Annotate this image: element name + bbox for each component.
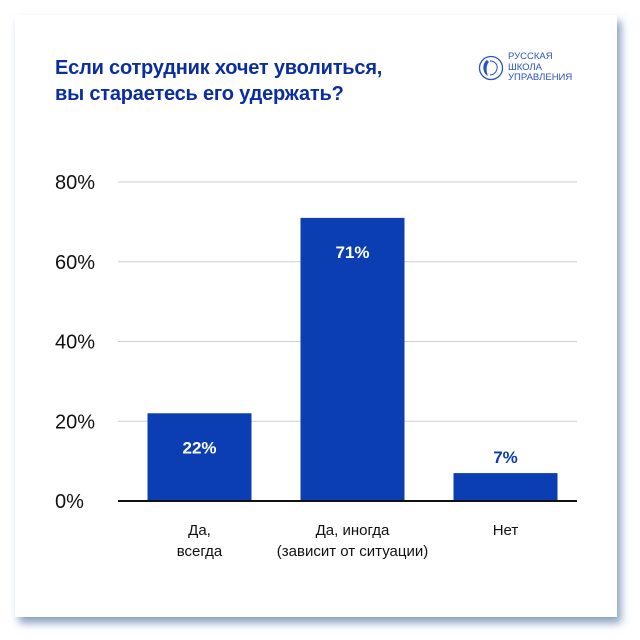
x-tick-label: Да, иногда: [316, 522, 390, 539]
title-line-1: Если сотрудник хочет уволиться,: [55, 57, 383, 79]
data-label: 22%: [182, 438, 216, 457]
y-tick-label: 0%: [55, 491, 84, 513]
x-tick-label: Да,: [188, 522, 211, 539]
logo-line-1: РУССКАЯ: [508, 51, 553, 62]
y-tick-label: 20%: [55, 411, 95, 433]
x-tick-label: Нет: [493, 522, 519, 539]
data-label: 71%: [335, 243, 369, 262]
y-tick-label: 40%: [55, 332, 95, 354]
x-tick-label: всегда: [177, 543, 223, 560]
logo: РУССКАЯ ШКОЛА УПРАВЛЕНИЯ: [478, 51, 573, 84]
y-tick-label: 80%: [55, 172, 95, 194]
logo-line-3: УПРАВЛЕНИЯ: [508, 72, 573, 83]
y-tick-label: 60%: [55, 252, 95, 274]
bar: [453, 473, 558, 501]
globe-head-icon: [478, 55, 504, 80]
title-line-2: вы стараетесь его удержать?: [55, 83, 344, 105]
chart-title: Если сотрудник хочет уволиться, вы стара…: [55, 55, 382, 107]
x-tick-label: (зависит от ситуации): [277, 543, 428, 560]
bar: [300, 217, 405, 501]
logo-line-2: ШКОЛА: [508, 61, 542, 73]
bar: [147, 413, 252, 501]
data-label: 7%: [493, 448, 518, 467]
